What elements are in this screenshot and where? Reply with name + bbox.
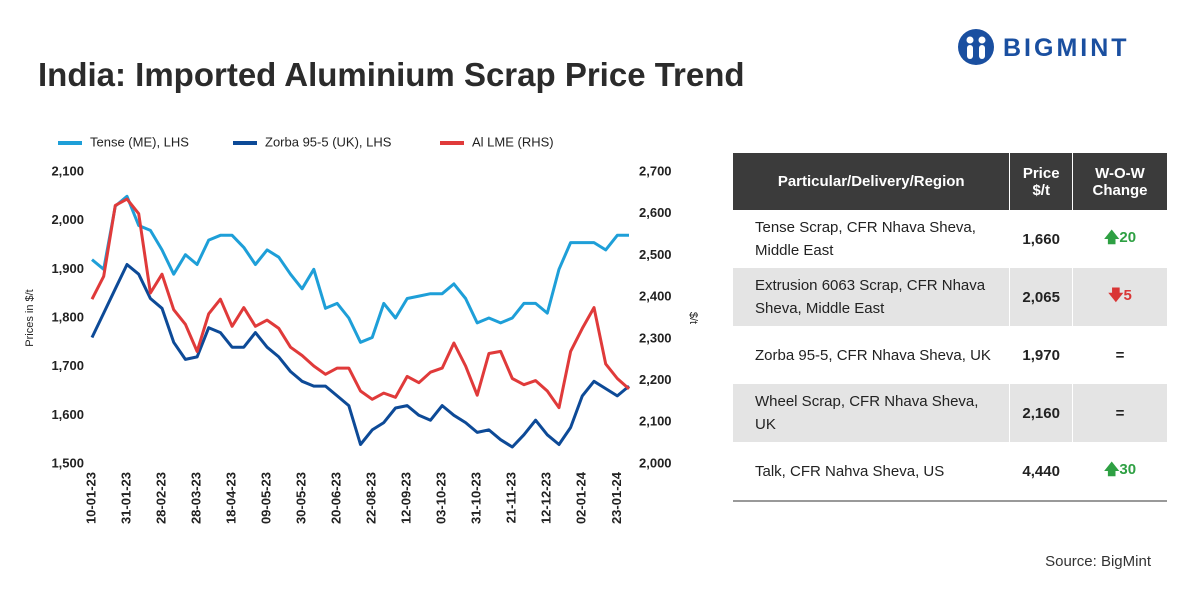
- col-header: Particular/Delivery/Region: [733, 153, 1010, 210]
- x-tick-label: 28-02-23: [153, 472, 168, 524]
- series-line: [91, 194, 629, 344]
- cell: 🡇5: [1072, 268, 1167, 326]
- legend-label: Al LME (RHS): [472, 134, 554, 149]
- cell: Tense Scrap, CFR Nhava Sheva, Middle Eas…: [755, 219, 976, 259]
- change: 30: [1119, 460, 1137, 478]
- x-tick-label: 21-11-23: [504, 472, 519, 523]
- cell: 1,970: [1009, 326, 1073, 384]
- y2-tick-label: 2,100: [639, 414, 672, 429]
- cell: 1,660: [1009, 210, 1073, 268]
- x-tick-label: 02-01-24: [574, 471, 589, 524]
- y2-tick-label: 2,300: [639, 330, 672, 345]
- x-tick-label: 28-03-23: [189, 472, 204, 524]
- arrow-up: 🡅: [1103, 460, 1120, 478]
- cell: 4,440: [1009, 442, 1073, 502]
- logo: BIGMINT: [1003, 34, 1130, 62]
- change: 20: [1119, 228, 1137, 246]
- cell: Wheel Scrap, CFR Nhava Sheva, UK: [733, 384, 1010, 442]
- x-tick-label: 12-09-23: [399, 472, 414, 524]
- logo-icon: [958, 29, 994, 65]
- y2-tick-label: 2,000: [639, 455, 672, 470]
- cell: 2,160: [1009, 384, 1073, 442]
- series-line: [90, 263, 630, 449]
- change: 5: [1123, 286, 1132, 304]
- y2-tick-label: 2,400: [639, 289, 672, 304]
- x-tick-label: 18-04-23: [224, 472, 239, 524]
- series-line: [90, 197, 630, 410]
- y-tick-label: 1,900: [51, 261, 84, 276]
- cell: 🡅30: [1072, 442, 1167, 502]
- cell: Zorba 95-5, CFR Nhava Sheva, UK: [755, 346, 991, 364]
- y-tick-label: 2,100: [51, 163, 84, 178]
- y2-tick-label: 2,200: [639, 372, 672, 387]
- x-tick-label: 20-06-23: [329, 472, 344, 524]
- x-tick-label: 31-10-23: [469, 472, 484, 524]
- cell: 2,065: [1009, 268, 1073, 326]
- cell: 🡅20: [1072, 210, 1167, 268]
- arrow-up: 🡅: [1103, 228, 1120, 246]
- source: Source: BigMint: [1045, 553, 1151, 570]
- title: India: Imported Aluminium Scrap Price Tr…: [38, 56, 745, 93]
- y-tick-label: 2,000: [51, 212, 84, 227]
- y2-axis-title: $/t: [687, 312, 699, 324]
- price-table: Particular/Delivery/Region Price $/t W-O…: [733, 153, 1167, 502]
- y-axis-title: Prices in $/t: [24, 289, 36, 346]
- y-tick-label: 1,500: [51, 455, 84, 470]
- y2-tick-label: 2,700: [639, 163, 672, 178]
- cell: Extrusion 6063 Scrap, CFR Nhava Sheva, M…: [733, 268, 1010, 326]
- legend-label: Tense (ME), LHS: [90, 134, 189, 149]
- col-header: W-O-W Change: [1072, 153, 1167, 210]
- y-tick-label: 1,600: [51, 407, 84, 422]
- y2-tick-label: 2,600: [639, 205, 672, 220]
- y2-tick-label: 2,500: [639, 247, 672, 262]
- x-tick-label: 22-08-23: [364, 472, 379, 524]
- col-header: Price $/t: [1009, 153, 1073, 210]
- chart: 1,500 1,600 1,700 1,800 1,900 2,000 2,100 2,000…: [24, 134, 699, 524]
- x-tick-label: 09-05-23: [259, 472, 274, 524]
- x-tick-label: 30-05-23: [294, 472, 309, 524]
- x-tick-label: 10-01-23: [83, 472, 98, 524]
- x-tick-label: 03-10-23: [434, 472, 449, 524]
- cell: Talk, CFR Nahva Sheva, US: [733, 442, 1010, 502]
- x-tick-label: 12-12-23: [539, 472, 554, 524]
- y-tick-label: 1,800: [51, 309, 84, 324]
- x-tick-label: 23-01-24: [609, 471, 624, 524]
- cell: =: [1072, 326, 1167, 384]
- x-tick-label: 31-01-23: [118, 472, 133, 524]
- y-tick-label: 1,700: [51, 358, 84, 373]
- cell: =: [1072, 384, 1167, 442]
- arrow-down: 🡇: [1108, 286, 1124, 304]
- legend-label: Zorba 95-5 (UK), LHS: [265, 134, 392, 149]
